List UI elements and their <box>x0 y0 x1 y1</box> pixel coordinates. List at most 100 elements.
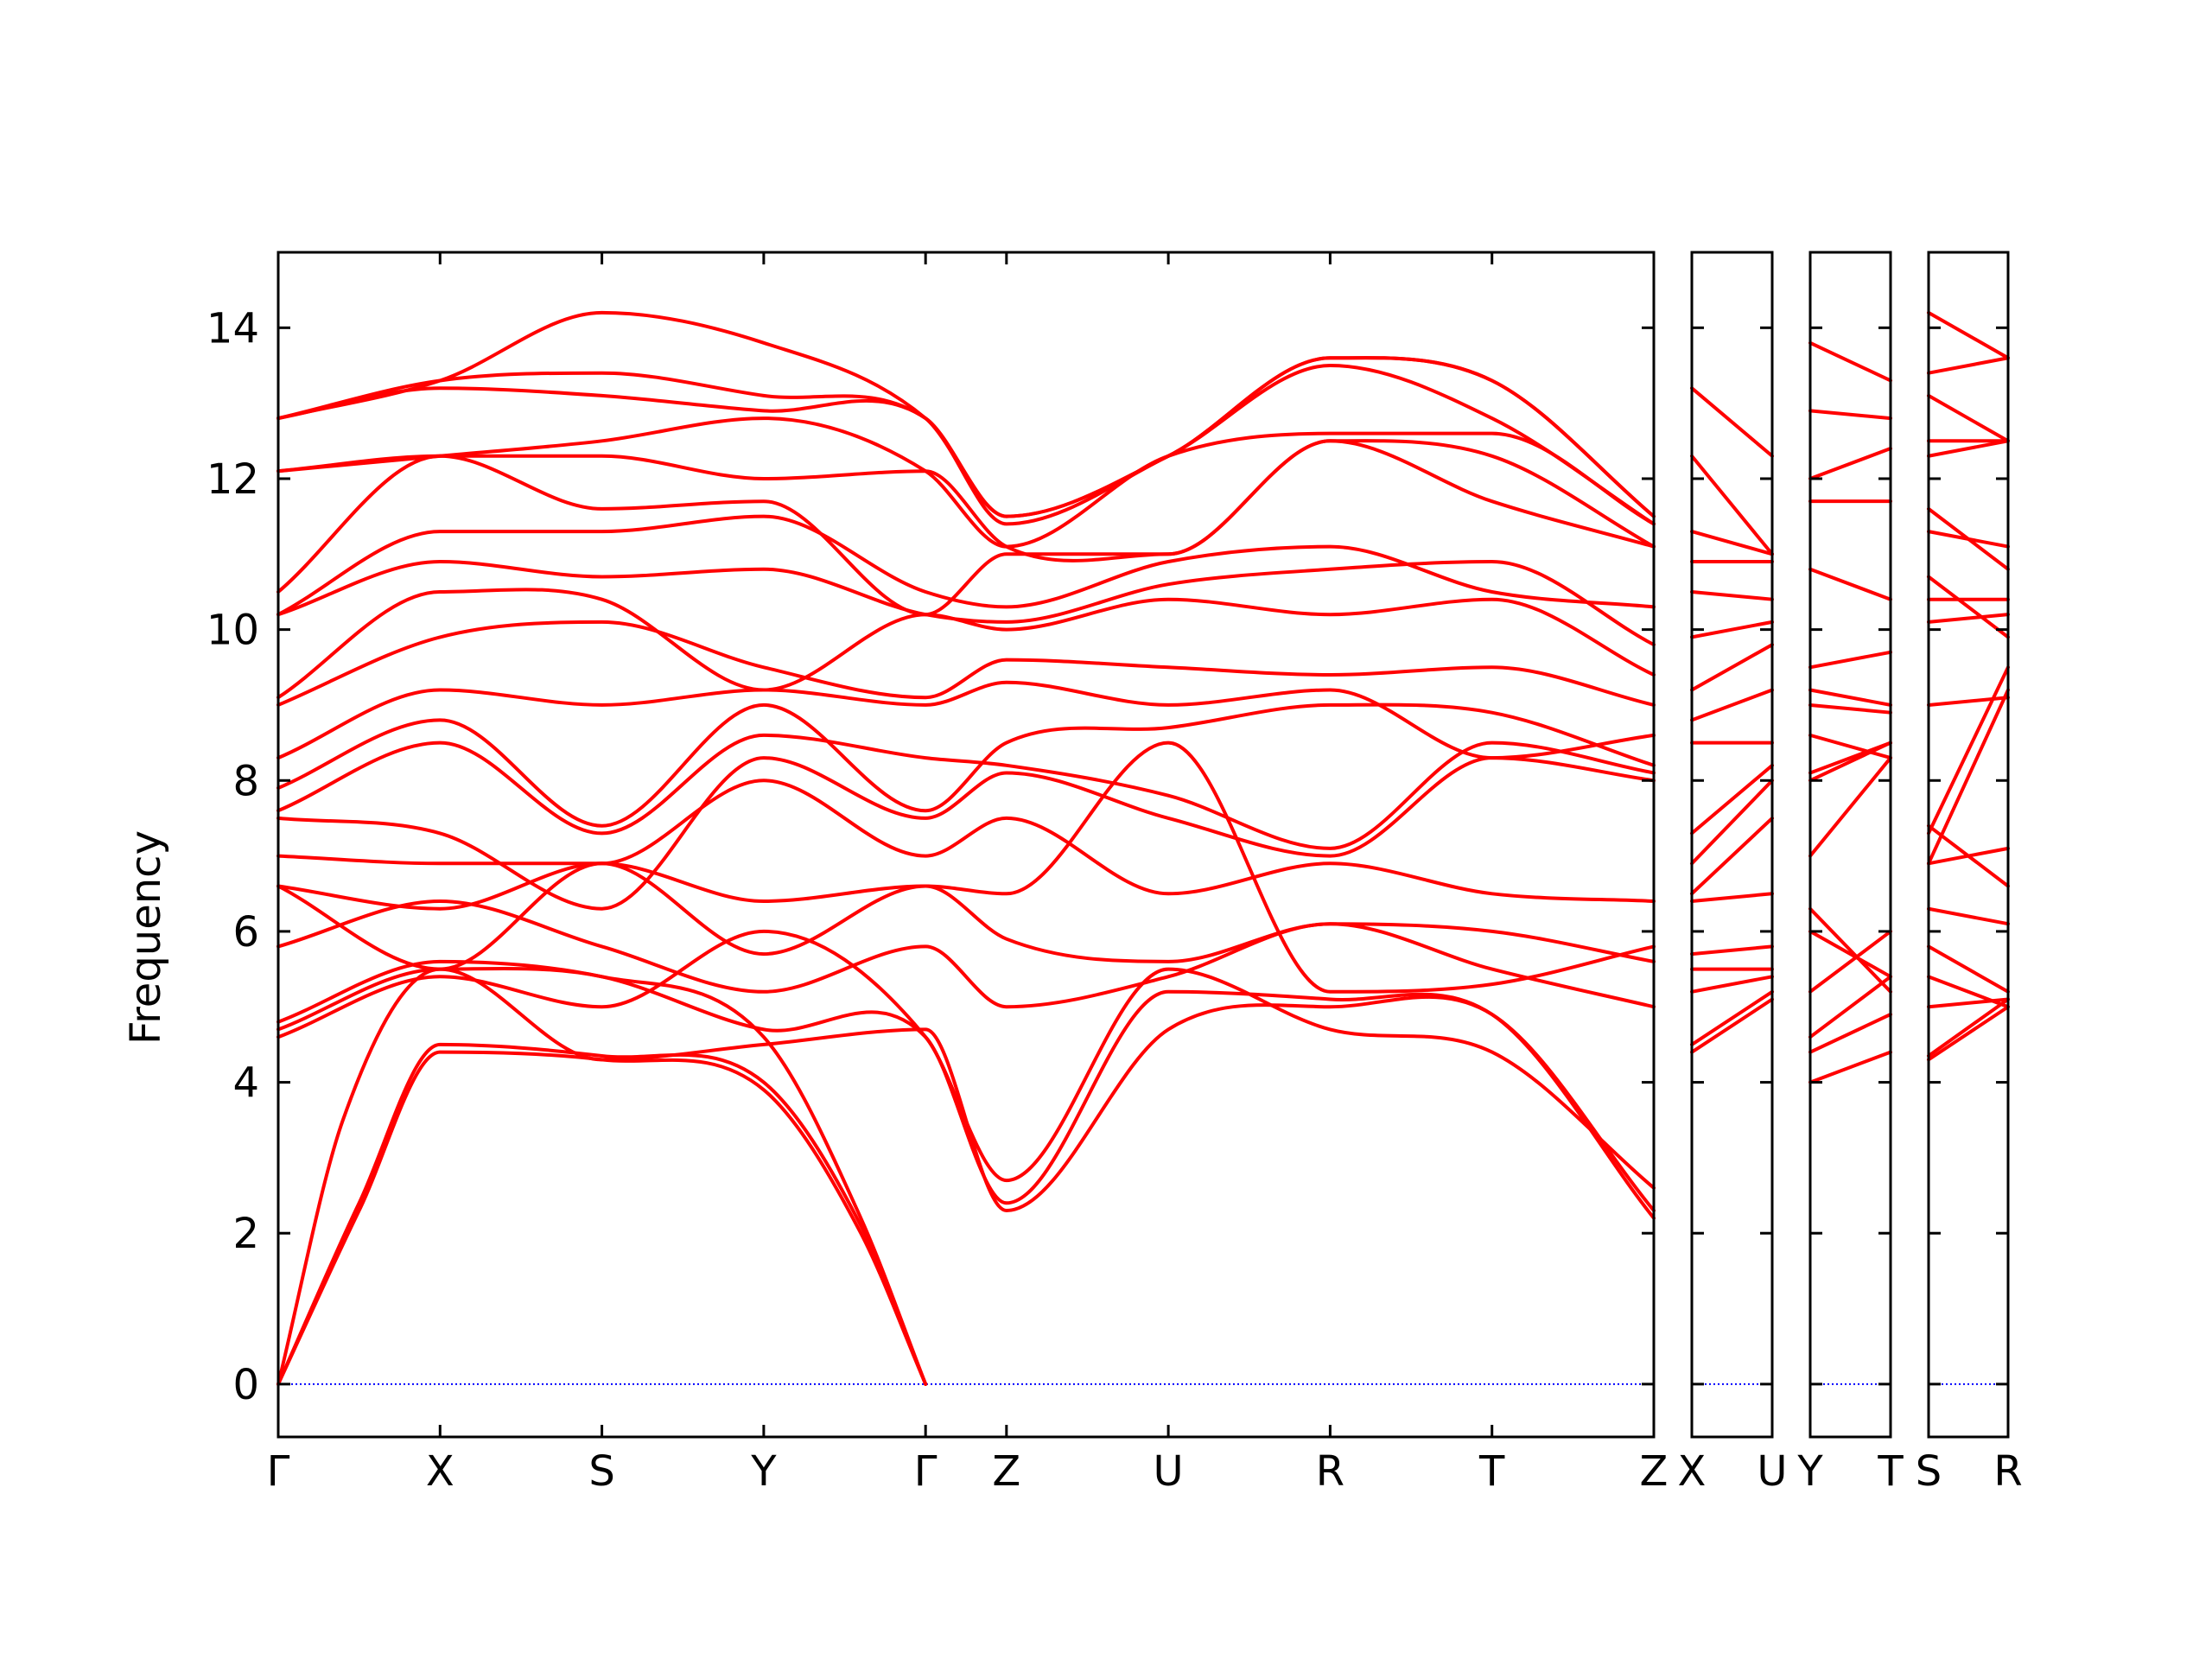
panel-2-band-17 <box>1690 454 1774 556</box>
panel-3-band-4 <box>1808 929 1892 994</box>
panel-1-xtick-label-10: Z <box>1640 1447 1669 1496</box>
panel-4-band-5 <box>1927 944 2010 994</box>
panel-1-band-23 <box>276 356 1656 518</box>
panel-1-xtick-label-3: S <box>588 1447 614 1496</box>
ytick-label-7: 12 <box>207 455 259 504</box>
panel-4-band-16 <box>1927 506 2010 571</box>
ytick-label-8: 14 <box>207 304 259 353</box>
panel-1-xtick-label-8: R <box>1316 1447 1344 1496</box>
ytick-label-3: 4 <box>232 1059 259 1108</box>
panel-4-band-20 <box>1927 356 2010 375</box>
panel-2-xtick-label-1: X <box>1678 1447 1707 1496</box>
panel-4-band-19 <box>1927 393 2010 443</box>
panel-2-band-16 <box>1690 530 1774 556</box>
panel-2-band-1 <box>1690 997 1774 1054</box>
panel-3-xtick-label-2: T <box>1877 1447 1904 1496</box>
panel-3-band-2 <box>1808 1012 1892 1054</box>
panel-3-band-16 <box>1808 447 1892 480</box>
panel-4-band-9 <box>1927 665 2010 836</box>
panel-1-band-12 <box>276 733 1656 850</box>
ytick-label-6: 10 <box>207 607 259 655</box>
panel-4-band-11 <box>1927 696 2010 707</box>
panel-1-band-22 <box>276 364 1656 526</box>
panel-1-band-15 <box>276 620 1656 707</box>
ytick-label-1: 0 <box>232 1361 259 1409</box>
panel-4-xtick-label-1: S <box>1916 1447 1942 1496</box>
panel-4-band-6 <box>1927 906 2010 926</box>
panel-3-band-6 <box>1808 906 1892 994</box>
panel-1-xtick-label-7: U <box>1154 1447 1184 1496</box>
panel-3-band-9 <box>1808 741 1892 775</box>
panel-2-band-12 <box>1690 643 1774 692</box>
panel-3-band-17 <box>1808 409 1892 421</box>
panel-1-band-6 <box>276 959 1656 1220</box>
panel-3-band-11 <box>1808 702 1892 715</box>
panel-1-band-1 <box>276 1050 928 1386</box>
bands-layer <box>276 310 2010 1386</box>
panel-1-xtick-label-4: Y <box>750 1447 777 1496</box>
panel-1-xtick-label-2: X <box>426 1447 454 1496</box>
ytick-label-2: 2 <box>232 1210 259 1258</box>
panel-1-xtick-label-6: Z <box>992 1447 1020 1496</box>
frames-layer <box>276 251 2010 1439</box>
panel-1-band-13 <box>276 702 1656 828</box>
ticks-layer <box>276 252 2010 1437</box>
panel-3-frame <box>1808 251 1892 1439</box>
panel-3-band-18 <box>1808 340 1892 383</box>
ytick-label-4: 6 <box>232 908 259 957</box>
panel-2-band-2 <box>1690 989 1774 1046</box>
panel-1-band-10 <box>276 779 1656 903</box>
panel-2-xtick-label-2: U <box>1757 1447 1787 1496</box>
panel-2-band-13 <box>1690 620 1774 639</box>
panel-1-band-4 <box>276 929 1656 1190</box>
panel-4-band-4 <box>1927 975 2010 1009</box>
panel-1-frame <box>276 251 1656 1439</box>
panel-1-band-8 <box>276 861 1656 971</box>
panel-2-band-14 <box>1690 589 1774 601</box>
panel-1-xtick-label-1: Γ <box>267 1447 290 1496</box>
panel-4-band-2 <box>1927 997 2010 1058</box>
panel-1-band-21 <box>276 416 1656 549</box>
panel-1-band-16 <box>276 588 1656 700</box>
panel-1-band-2 <box>276 1042 928 1386</box>
panel-2-band-6 <box>1690 892 1774 903</box>
panel-2-band-5 <box>1690 944 1774 957</box>
panel-1-xtick-label-9: T <box>1478 1447 1505 1496</box>
panel-3-band-10 <box>1808 733 1892 760</box>
panel-3-band-3 <box>1808 975 1892 1039</box>
panel-1-band-18 <box>276 514 1656 617</box>
panel-1-xtick-label-5: Γ <box>914 1447 938 1496</box>
panel-3-band-1 <box>1808 1050 1892 1084</box>
panel-3-band-14 <box>1808 567 1892 601</box>
y-axis-label: Frequency <box>122 830 170 1045</box>
panel-4-band-10 <box>1927 823 2010 888</box>
panel-1-band-17 <box>276 560 1656 647</box>
panel-4-band-12 <box>1927 613 2010 624</box>
panel-3-xtick-label-1: Y <box>1796 1447 1823 1496</box>
panel-2-band-9 <box>1690 763 1774 836</box>
panel-4-band-14 <box>1927 575 2010 639</box>
ytick-label-5: 8 <box>232 757 259 805</box>
panel-3-band-5 <box>1808 929 1892 979</box>
panel-4-band-1 <box>1927 1005 2010 1062</box>
panel-3-band-13 <box>1808 650 1892 670</box>
panel-2-band-18 <box>1690 386 1774 458</box>
panel-1-band-11 <box>276 756 1656 911</box>
panel-1-band-5 <box>276 967 1656 1212</box>
panel-4-xtick-label-2: R <box>1993 1447 2022 1496</box>
panel-1-band-19 <box>276 439 1656 617</box>
panel-4-frame <box>1927 251 2010 1439</box>
panel-3-band-7 <box>1808 756 1892 858</box>
panel-4-band-8 <box>1927 688 2010 866</box>
panel-4-band-17 <box>1927 439 2010 458</box>
panel-2-band-7 <box>1690 816 1774 896</box>
panel-1-band-24 <box>276 310 1656 518</box>
panel-2-band-8 <box>1690 779 1774 866</box>
panel-1-band-7 <box>276 899 1656 1009</box>
panel-2-band-3 <box>1690 975 1774 994</box>
panel-1-band-14 <box>276 680 1656 760</box>
panel-2-band-11 <box>1690 688 1774 722</box>
panel-2-frame <box>1690 251 1774 1439</box>
